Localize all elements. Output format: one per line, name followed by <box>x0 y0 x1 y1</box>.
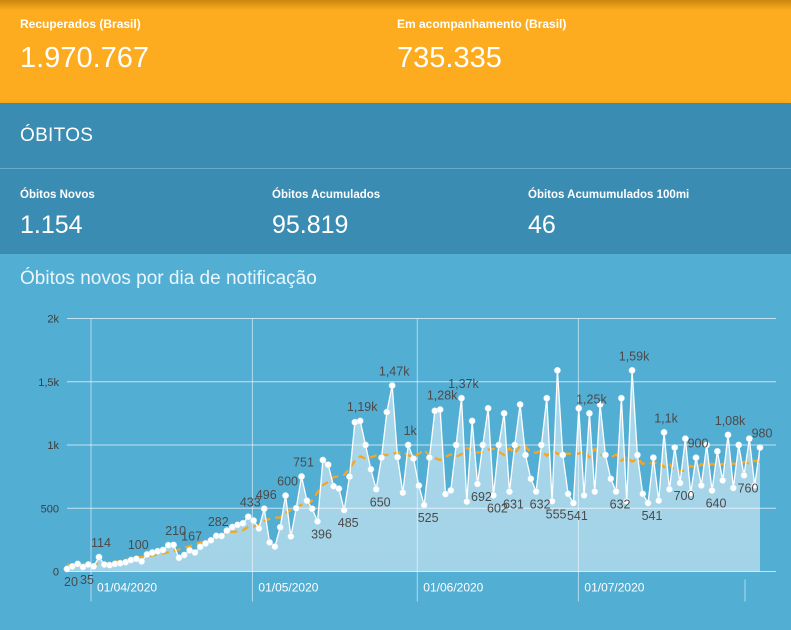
svg-text:541: 541 <box>642 509 663 523</box>
svg-text:600: 600 <box>277 475 298 489</box>
svg-text:20: 20 <box>64 575 78 589</box>
svg-text:631: 631 <box>503 498 524 512</box>
svg-text:01/05/2020: 01/05/2020 <box>258 581 318 595</box>
svg-text:01/04/2020: 01/04/2020 <box>97 581 157 595</box>
svg-text:640: 640 <box>706 497 727 511</box>
svg-text:282: 282 <box>208 515 229 529</box>
svg-text:396: 396 <box>311 527 332 541</box>
svg-text:1,59k: 1,59k <box>619 349 650 363</box>
svg-text:980: 980 <box>752 427 773 441</box>
svg-text:650: 650 <box>370 495 391 509</box>
svg-text:1k: 1k <box>404 424 418 438</box>
svg-text:1,19k: 1,19k <box>347 400 378 414</box>
svg-text:525: 525 <box>418 511 439 525</box>
svg-text:1,25k: 1,25k <box>576 392 607 406</box>
svg-text:100: 100 <box>128 538 149 552</box>
svg-text:500: 500 <box>41 503 59 515</box>
svg-text:485: 485 <box>338 516 359 530</box>
svg-text:0: 0 <box>53 567 59 579</box>
svg-text:1k: 1k <box>47 440 59 452</box>
svg-text:900: 900 <box>688 437 709 451</box>
svg-text:555: 555 <box>546 507 567 521</box>
svg-text:01/06/2020: 01/06/2020 <box>423 581 483 595</box>
svg-text:1,5k: 1,5k <box>38 377 59 389</box>
svg-text:632: 632 <box>610 498 631 512</box>
svg-text:541: 541 <box>567 509 588 523</box>
svg-text:01/07/2020: 01/07/2020 <box>584 581 644 595</box>
svg-text:1,37k: 1,37k <box>448 377 479 391</box>
svg-text:35: 35 <box>80 573 94 587</box>
svg-text:751: 751 <box>293 456 314 470</box>
svg-text:700: 700 <box>674 489 695 503</box>
svg-text:114: 114 <box>91 536 111 550</box>
svg-text:760: 760 <box>738 481 759 495</box>
svg-text:167: 167 <box>181 529 202 543</box>
svg-text:1,08k: 1,08k <box>715 414 746 428</box>
svg-text:1,47k: 1,47k <box>379 365 410 379</box>
svg-text:496: 496 <box>256 488 277 502</box>
svg-text:2k: 2k <box>47 314 59 326</box>
svg-text:1,1k: 1,1k <box>654 411 678 425</box>
